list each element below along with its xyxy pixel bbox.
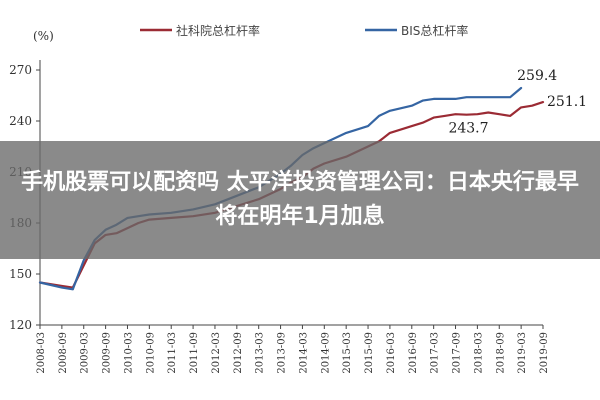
x-tick-label: 2011-09 [189, 332, 200, 374]
x-tick-label: 2017-09 [452, 332, 463, 374]
x-tick-label: 2017-03 [430, 332, 441, 374]
x-tick-label: 2018-09 [495, 332, 506, 374]
x-tick-label: 2014-09 [320, 332, 331, 374]
x-tick-label: 2015-09 [364, 332, 375, 374]
x-tick-label: 2012-09 [233, 332, 244, 374]
x-tick-label: 2019-03 [517, 332, 528, 374]
x-tick-label: 2018-03 [473, 332, 484, 374]
x-tick-label: 2013-03 [255, 332, 266, 374]
x-tick-label: 2015-03 [342, 332, 353, 374]
x-tick-label: 2011-03 [167, 332, 178, 374]
headline-text: 手机股票可以配资吗 太平洋投资管理公司：日本央行最早将在明年1月加息 [21, 170, 579, 229]
value-annotations: 259.4 251.1 243.7 [448, 68, 587, 137]
x-tick-label: 2014-03 [298, 332, 309, 374]
y-tick-label: 120 [9, 318, 32, 332]
data-label: 251.1 [547, 94, 587, 110]
x-tick-label: 2010-03 [123, 332, 134, 374]
y-tick-label: 150 [9, 267, 32, 281]
headline-banner: 手机股票可以配资吗 太平洋投资管理公司：日本央行最早将在明年1月加息 [0, 141, 600, 259]
data-label: 243.7 [448, 121, 488, 137]
legend-label: BIS总杠杆率 [401, 23, 468, 38]
x-tick-label: 2019-09 [539, 332, 550, 374]
y-tick-label: 270 [9, 63, 32, 77]
y-tick-label: 240 [9, 114, 32, 128]
legend-label: 社科院总杠杆率 [176, 23, 260, 38]
x-tick-label: 2012-03 [211, 332, 222, 374]
data-label: 259.4 [517, 68, 557, 84]
chart-legend: 社科院总杠杆率 BIS总杠杆率 [140, 23, 468, 38]
x-tick-label: 2009-09 [102, 332, 113, 374]
x-tick-label: 2010-09 [145, 332, 156, 374]
x-tick-label: 2008-03 [36, 332, 47, 374]
x-axis-ticks: 2008-03 2008-09 2009-03 2009-09 2010-03 2010-… [36, 325, 550, 374]
x-tick-label: 2016-09 [408, 332, 419, 374]
x-tick-label: 2013-09 [277, 332, 288, 374]
x-tick-label: 2008-09 [58, 332, 69, 374]
x-tick-label: 2009-03 [80, 332, 91, 374]
x-tick-label: 2016-03 [386, 332, 397, 374]
y-axis-unit-label: (%) [33, 29, 54, 43]
